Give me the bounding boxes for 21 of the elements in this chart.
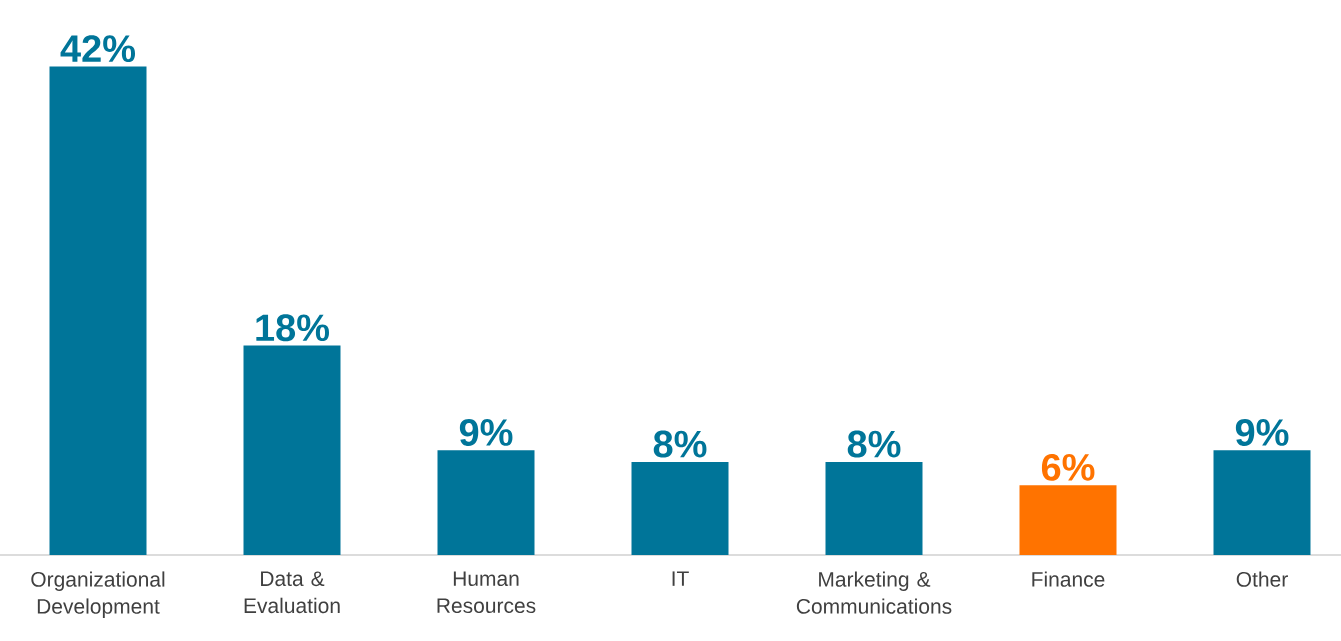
bar — [1019, 485, 1117, 555]
data-label: 9% — [1235, 418, 1289, 446]
bar — [631, 461, 729, 555]
x-tick-label: Marketing & Communications — [796, 571, 952, 614]
data-label: 9% — [459, 418, 513, 446]
data-label: 42% — [60, 35, 136, 63]
x-tick-label: Human Resources — [437, 571, 536, 614]
bar — [1213, 450, 1311, 555]
x-tick-label: Other — [1236, 571, 1288, 587]
bar — [437, 450, 535, 555]
data-label: 8% — [847, 430, 901, 458]
bar — [243, 345, 341, 555]
x-tick-label: IT — [672, 571, 689, 586]
bar — [49, 66, 147, 555]
data-label: 18% — [256, 314, 330, 342]
data-label: 8% — [653, 430, 707, 458]
bar — [825, 461, 923, 555]
x-tick-label: Finance — [1032, 571, 1105, 587]
data-label: 6% — [1041, 453, 1095, 481]
x-tick-label: Organizational Development — [31, 571, 165, 618]
x-tick-label: Data & Evaluation — [244, 571, 340, 614]
